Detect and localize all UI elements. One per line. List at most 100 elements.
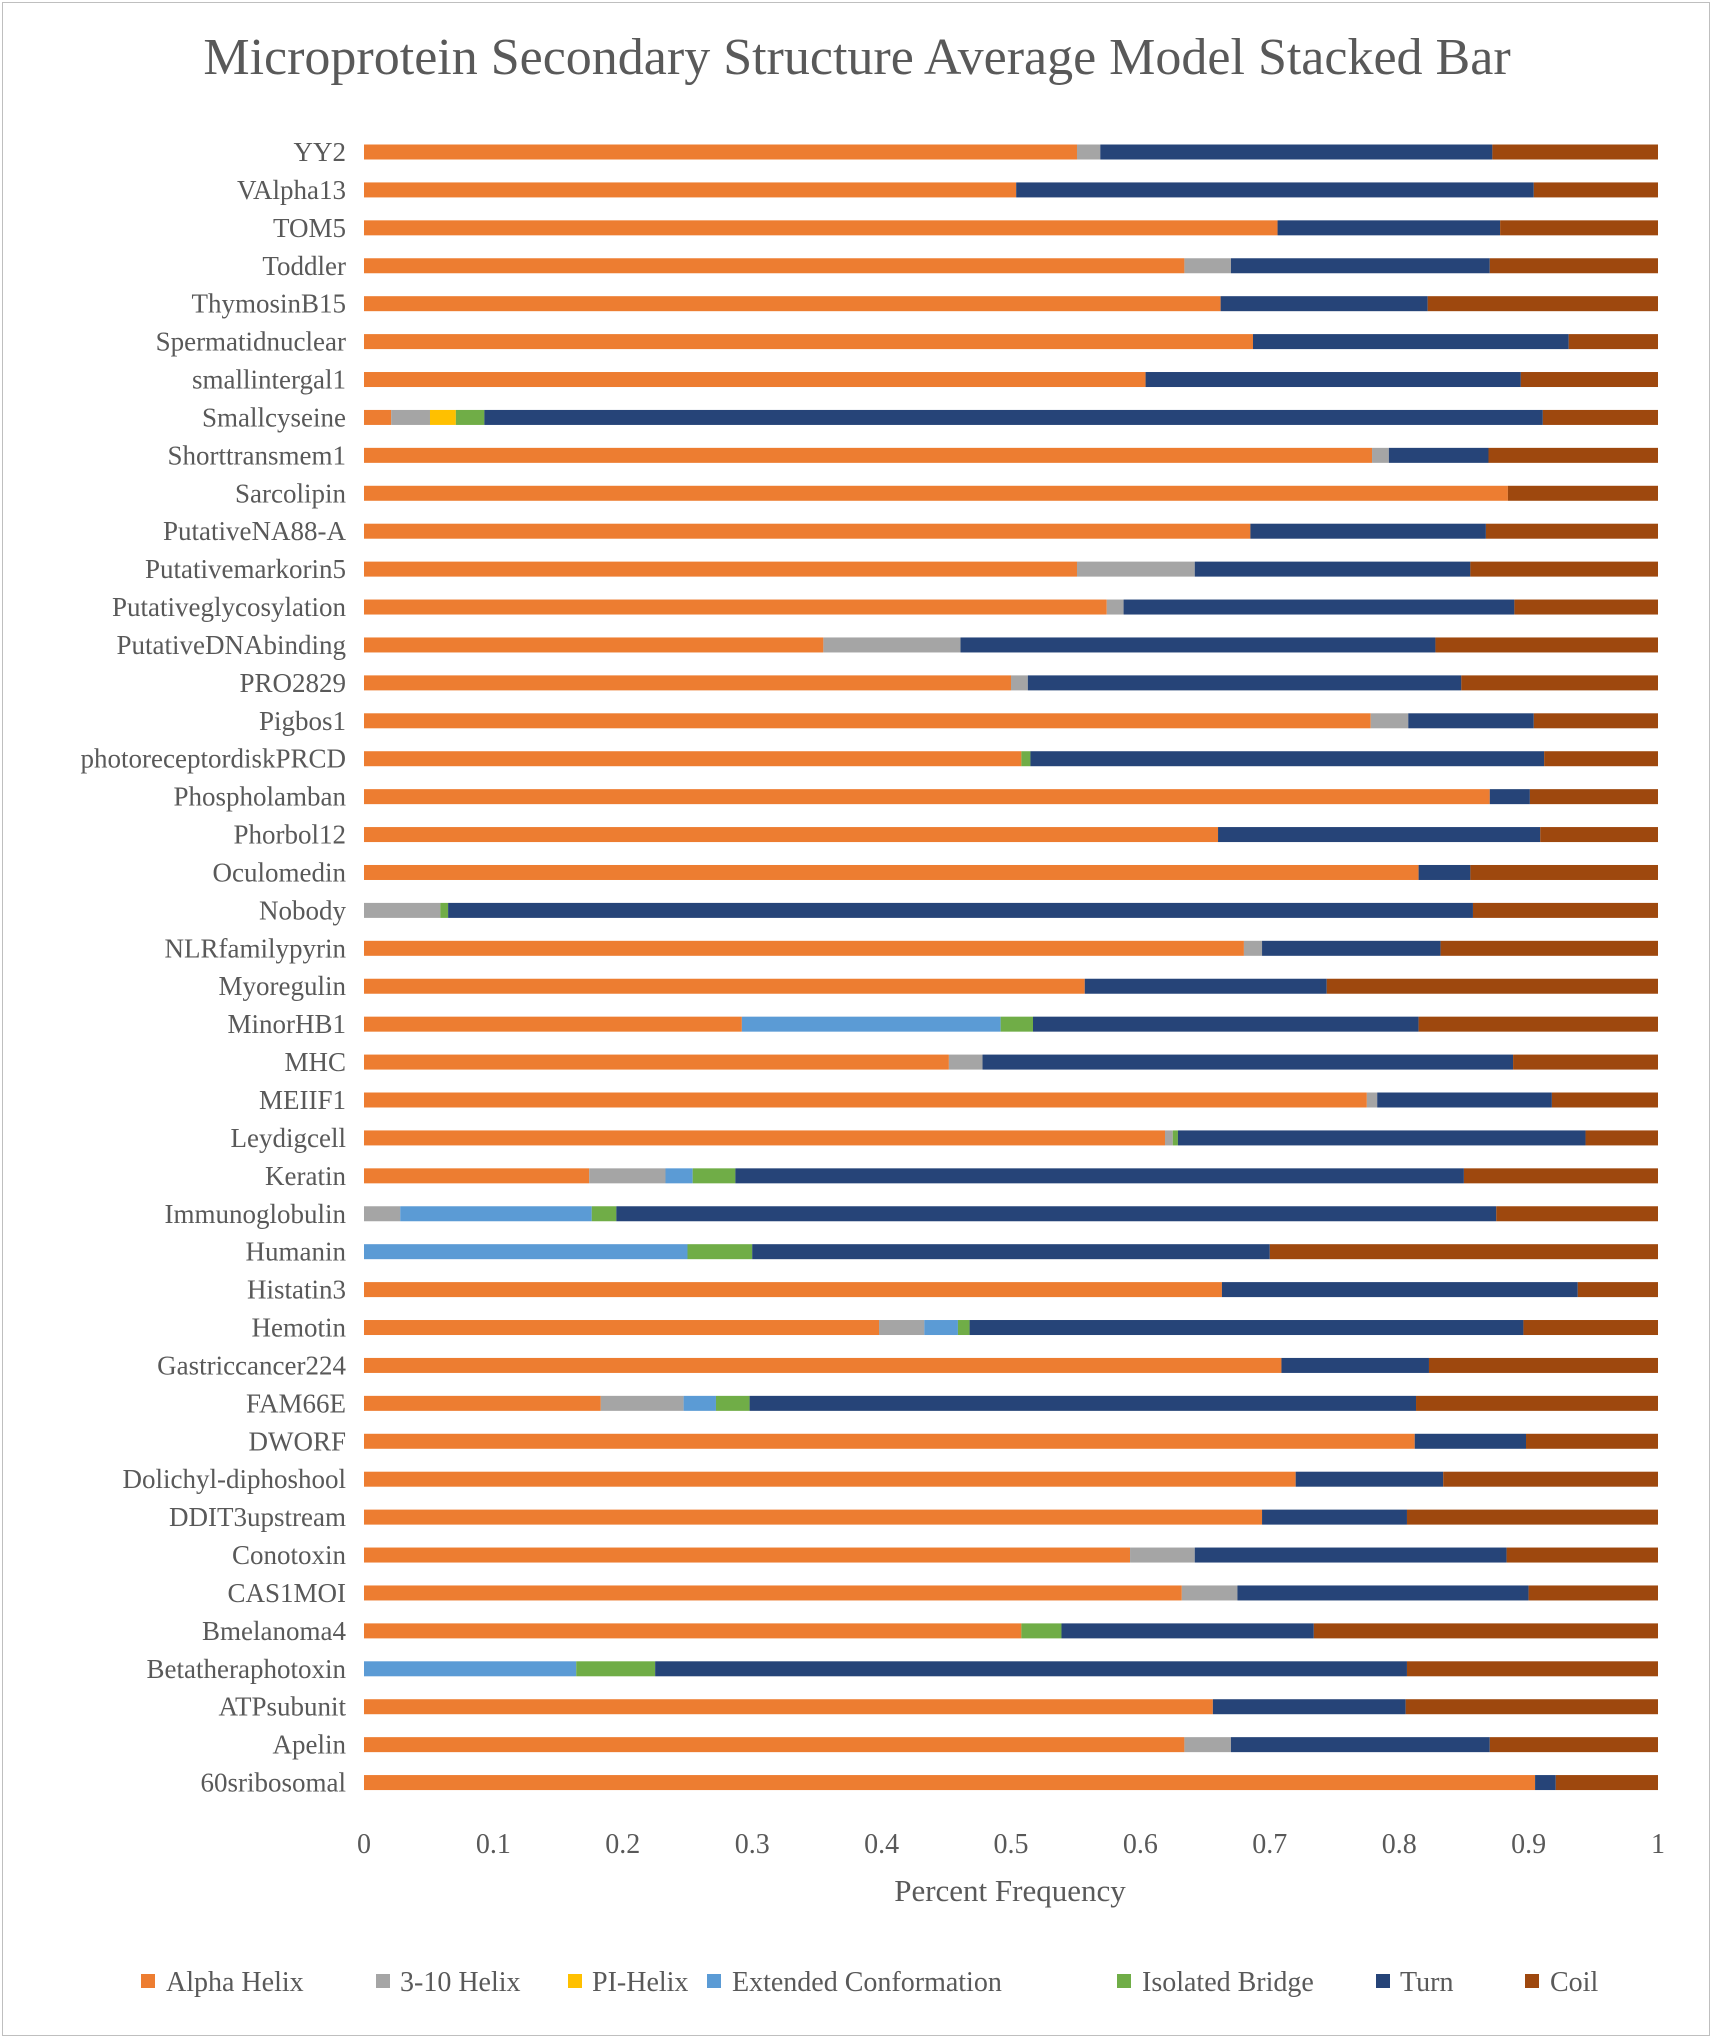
x-tick-label: 0.7 xyxy=(1252,1829,1287,1860)
bar-segment xyxy=(1535,1775,1556,1791)
legend-label: Coil xyxy=(1550,1967,1598,1998)
category-label: photoreceptordiskPRCD xyxy=(81,744,346,774)
bar-segment xyxy=(589,1168,666,1184)
bar-segment xyxy=(364,1433,1415,1449)
bar-segment xyxy=(1520,372,1658,388)
bar-segment xyxy=(364,1206,401,1222)
bar-segment xyxy=(364,1244,688,1260)
bar-segment xyxy=(1418,1016,1658,1032)
bar-segment xyxy=(1269,1244,1658,1260)
bar-segment xyxy=(364,258,1185,274)
bar-segment xyxy=(364,372,1146,388)
bar-segment xyxy=(1172,1130,1178,1146)
bar-segment xyxy=(364,827,1219,843)
bar-segment xyxy=(1435,637,1658,653)
legend-label: 3-10 Helix xyxy=(400,1967,521,1998)
bar-segment xyxy=(1230,1737,1490,1753)
bar-segment xyxy=(1440,940,1658,956)
bar-segment xyxy=(1366,1092,1378,1108)
bar-segment xyxy=(1230,258,1490,274)
bar-segment xyxy=(1463,1168,1658,1184)
bar-segment xyxy=(1443,1471,1658,1487)
bar-segment xyxy=(364,523,1251,539)
bar-segment xyxy=(364,902,441,918)
x-tick-label: 0.6 xyxy=(1123,1829,1158,1860)
bar-segment xyxy=(823,637,961,653)
category-label: Toddler xyxy=(262,251,346,281)
bars-group xyxy=(364,144,1658,1791)
category-label: PRO2829 xyxy=(239,668,346,698)
bar-segment xyxy=(591,1206,617,1222)
bar-segment xyxy=(1218,827,1541,843)
bar-segment xyxy=(1194,561,1471,577)
bar-segment xyxy=(735,1168,1464,1184)
bar-segment xyxy=(715,1395,750,1411)
category-label: Smallcyseine xyxy=(202,402,346,432)
bar-segment xyxy=(1061,1623,1314,1639)
category-label: Phospholamban xyxy=(174,782,347,812)
category-label: Hemotin xyxy=(252,1313,347,1343)
bar-segment xyxy=(1489,1737,1658,1753)
bar-segment xyxy=(364,1282,1222,1298)
bar-segment xyxy=(1372,447,1389,463)
bar-segment xyxy=(1406,1509,1658,1525)
category-label: DWORF xyxy=(248,1426,346,1456)
bar-segment xyxy=(1551,1092,1658,1108)
x-tick-label: 1 xyxy=(1651,1829,1665,1860)
bar-segment xyxy=(1489,258,1658,274)
bar-segment xyxy=(600,1395,684,1411)
bar-segment xyxy=(364,864,1419,880)
bar-segment xyxy=(364,561,1077,577)
legend-swatch xyxy=(1376,1974,1390,1988)
bar-segment xyxy=(1500,220,1658,236)
bar-segment xyxy=(400,1206,592,1222)
bar-segment xyxy=(364,1509,1263,1525)
category-label: PutativeDNAbinding xyxy=(117,630,347,660)
x-tick-label: 0 xyxy=(357,1829,371,1860)
bar-segment xyxy=(364,1623,1022,1639)
category-label: Pigbos1 xyxy=(259,706,346,736)
bar-segment xyxy=(364,1092,1367,1108)
bar-segment xyxy=(1568,334,1658,350)
bar-segment xyxy=(364,296,1221,312)
bar-segment xyxy=(749,1395,1417,1411)
bar-segment xyxy=(692,1168,736,1184)
x-tick-label: 0.1 xyxy=(476,1829,511,1860)
bar-segment xyxy=(1489,789,1530,805)
bar-segment xyxy=(364,940,1244,956)
bar-segment xyxy=(1237,1585,1529,1601)
bar-segment xyxy=(364,1054,949,1070)
bar-segment xyxy=(1243,940,1263,956)
bar-segment xyxy=(665,1168,693,1184)
x-tick-label: 0.4 xyxy=(864,1829,899,1860)
bar-segment xyxy=(364,447,1373,463)
bar-segment xyxy=(1145,372,1521,388)
bar-segment xyxy=(616,1206,1497,1222)
bar-segment xyxy=(1252,334,1569,350)
bar-segment xyxy=(1262,1509,1407,1525)
bar-segment xyxy=(455,409,485,425)
bar-segment xyxy=(1016,182,1534,198)
category-label: Conotoxin xyxy=(232,1540,347,1570)
category-label: Dolichyl-diphoshool xyxy=(123,1464,347,1494)
bar-segment xyxy=(1164,1130,1173,1146)
bar-segment xyxy=(687,1244,753,1260)
category-label: Bmelanoma4 xyxy=(202,1616,346,1646)
category-label: Shorttransmem1 xyxy=(168,440,346,470)
bar-segment xyxy=(924,1320,958,1336)
bar-segment xyxy=(484,409,1543,425)
bar-segment xyxy=(1418,864,1471,880)
bar-segment xyxy=(364,1737,1185,1753)
legend-label: Extended Conformation xyxy=(732,1967,1002,1998)
bar-segment xyxy=(364,713,1371,729)
category-label: Spermatidnuclear xyxy=(156,327,346,357)
bar-segment xyxy=(1184,258,1231,274)
bar-segment xyxy=(364,1585,1182,1601)
bar-segment xyxy=(364,789,1490,805)
category-label: Histatin3 xyxy=(247,1275,346,1305)
bar-segment xyxy=(1220,296,1428,312)
bar-segment xyxy=(655,1661,1407,1677)
bar-segment xyxy=(1526,1433,1658,1449)
bar-segment xyxy=(364,1775,1536,1791)
bar-segment xyxy=(1506,1547,1658,1563)
